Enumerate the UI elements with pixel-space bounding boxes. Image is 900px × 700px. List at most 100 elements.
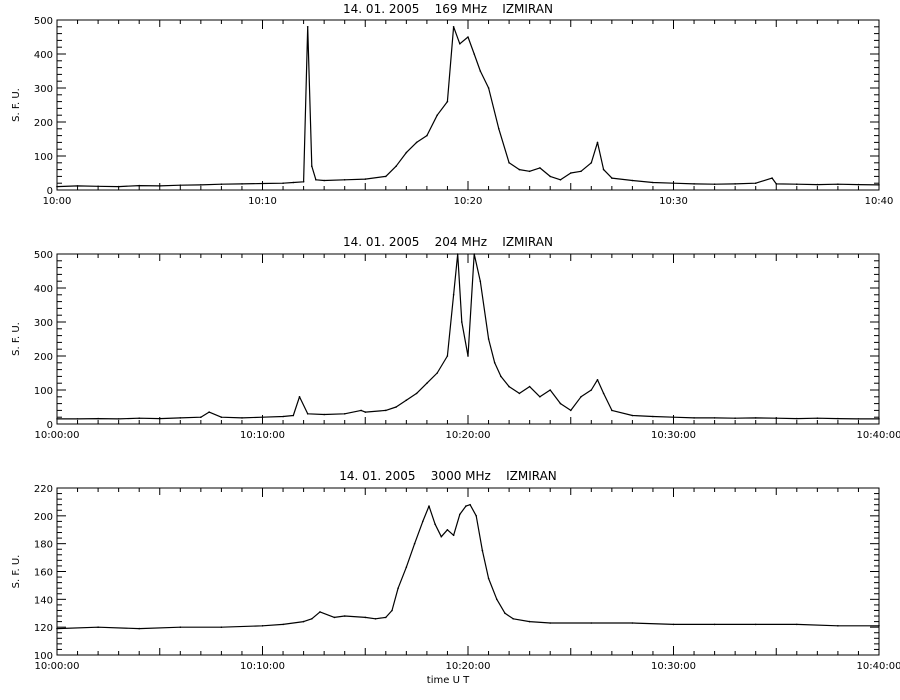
data-point (631, 179, 634, 182)
data-point (413, 542, 416, 545)
chart-title: 14. 01. 2005 169 MHz IZMIRAN (343, 2, 553, 16)
data-point (208, 411, 210, 413)
data-point (446, 100, 449, 103)
data-point (713, 183, 716, 185)
data-point (97, 626, 99, 628)
plot-frame (56, 19, 880, 191)
data-point (56, 418, 58, 420)
series-line (56, 504, 879, 630)
data-point (282, 415, 284, 418)
data-point (385, 616, 387, 619)
data-point (518, 168, 521, 171)
series-line (57, 253, 879, 420)
data-point (857, 418, 860, 420)
data-point (282, 623, 284, 626)
data-point (333, 616, 336, 619)
y-tick-label: 200 (34, 352, 53, 363)
data-point (713, 623, 716, 626)
data-point (456, 253, 459, 255)
data-point (436, 114, 439, 116)
data-point (415, 392, 418, 395)
data-point (590, 389, 593, 391)
data-point (473, 253, 476, 255)
data-point (405, 151, 408, 154)
data-point (549, 175, 551, 178)
data-point (56, 627, 58, 630)
data-point (672, 416, 675, 419)
y-tick-label: 300 (34, 318, 53, 329)
data-point (467, 355, 469, 357)
data-point (672, 182, 675, 184)
y-tick-label: 120 (34, 623, 53, 634)
y-axis-label: S. F. U. (11, 88, 22, 122)
x-tick-label: 10:40:00 (857, 430, 900, 441)
data-point (528, 620, 531, 623)
data-point (434, 523, 436, 525)
series-line (56, 26, 880, 188)
data-point (713, 417, 716, 419)
data-point (117, 418, 120, 420)
data-point (385, 409, 387, 412)
data-point (292, 181, 295, 184)
data-point (302, 620, 305, 623)
data-point (446, 529, 449, 531)
data-point (602, 168, 605, 171)
chart-title: 14. 01. 2005 3000 MHz IZMIRAN (339, 469, 557, 483)
chart-panel-3: 14. 01. 2005 3000 MHz IZMIRAN S. F. U. 100… (11, 469, 900, 686)
data-point (878, 184, 880, 186)
x-tick-label: 10:00:00 (35, 430, 80, 441)
data-point (220, 626, 223, 628)
data-point (200, 416, 202, 419)
data-point (549, 389, 551, 391)
data-point (611, 177, 613, 179)
data-point (360, 409, 362, 412)
data-point (159, 417, 161, 420)
x-tick-label: 10:30:00 (651, 661, 696, 672)
data-point (428, 505, 430, 507)
data-point (76, 185, 79, 187)
data-point (76, 418, 79, 420)
data-point (473, 53, 476, 55)
y-tick-label: 220 (34, 484, 53, 495)
x-tick-label: 10:40 (865, 196, 894, 207)
data-point (479, 280, 482, 283)
y-axis-label: S. F. U. (11, 322, 22, 356)
data-point (631, 622, 634, 624)
data-point (500, 375, 502, 378)
data-point (159, 185, 161, 187)
data-point (596, 379, 599, 381)
data-point (498, 128, 500, 130)
data-point (672, 623, 675, 626)
data-point (631, 414, 634, 417)
data-point (493, 362, 496, 364)
x-tick-label: 10:40:00 (857, 661, 900, 672)
data-point (391, 609, 393, 612)
data-point (436, 372, 439, 374)
data-point (580, 396, 582, 398)
data-point (459, 513, 461, 516)
y-tick-label: 100 (34, 152, 53, 163)
data-point (306, 413, 309, 415)
data-point (602, 392, 605, 395)
y-tick-label: 400 (34, 50, 53, 61)
data-point (487, 87, 490, 89)
y-tick-label: 300 (34, 84, 53, 95)
data-point (56, 185, 58, 188)
data-point (878, 418, 880, 420)
chart-panel-1: 14. 01. 2005 169 MHz IZMIRAN S. F. U. 0 100… (11, 2, 893, 207)
data-point (343, 413, 346, 415)
data-point (315, 179, 317, 181)
data-point (539, 167, 541, 169)
data-point (504, 612, 506, 615)
data-point (559, 402, 562, 405)
data-point (364, 178, 367, 180)
data-point (241, 417, 243, 419)
data-point (461, 321, 463, 323)
data-point (693, 183, 695, 185)
y-tick-label: 100 (34, 651, 53, 662)
data-point (220, 183, 223, 185)
data-point (138, 627, 140, 630)
data-point (395, 165, 397, 167)
data-point (343, 179, 346, 181)
data-point (481, 549, 484, 552)
